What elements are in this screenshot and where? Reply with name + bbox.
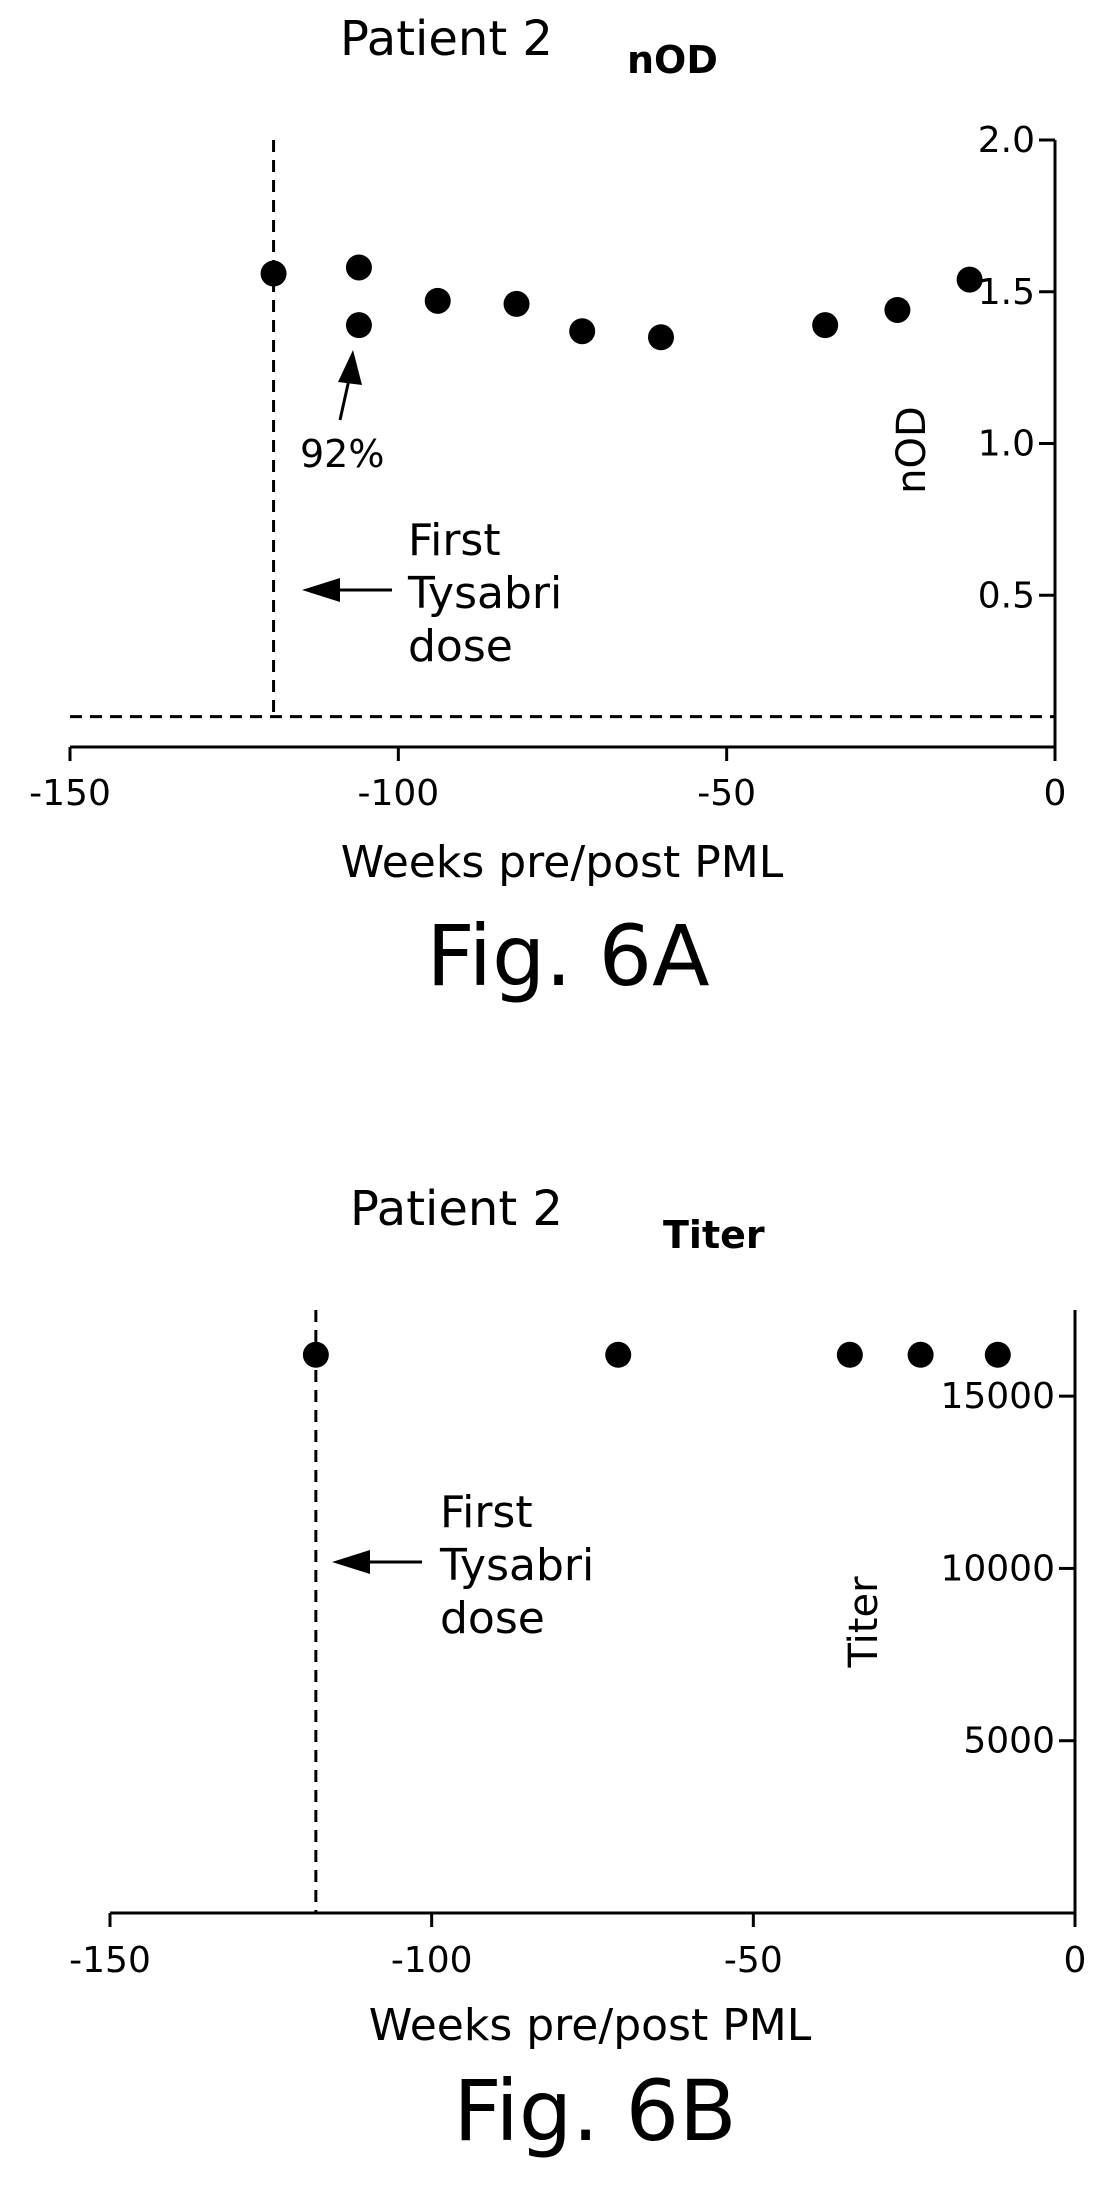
chart-a-dose-line-3: dose <box>408 621 513 672</box>
chart-a-dose-line-1: First <box>408 515 501 566</box>
data-point <box>503 290 530 317</box>
chart-b-figure-label: Fig. 6B <box>453 2062 736 2160</box>
chart-a-dose-line-2: Tysabri <box>407 568 562 619</box>
data-point <box>984 1341 1011 1368</box>
chart-a-subtitle: nOD <box>627 38 718 82</box>
chart-6b: Patient 2 Titer -150 -100 -50 0 5000 10000 150… <box>69 1181 1086 2160</box>
data-point <box>884 296 911 323</box>
chart-6a: Patient 2 nOD -150 -100 -50 0 0.5 1.0 1.5 2.0 n… <box>29 11 1066 1005</box>
data-point <box>605 1341 632 1368</box>
chart-b-title: Patient 2 <box>350 1181 563 1237</box>
data-point <box>648 324 674 351</box>
chart-b-subtitle: Titer <box>663 1213 765 1257</box>
data-point <box>812 312 839 339</box>
y-tick-label: 1.5 <box>978 272 1035 313</box>
chart-a-reference-lines <box>70 140 1055 719</box>
x-tick-label: -150 <box>69 1940 151 1981</box>
x-tick-label: 0 <box>1064 1940 1087 1981</box>
y-tick-label: 10000 <box>940 1548 1055 1589</box>
y-tick-label: 0.5 <box>978 575 1035 616</box>
x-tick-label: -150 <box>29 773 111 814</box>
data-point <box>345 312 372 339</box>
chart-b-ticks: -150 -100 -50 0 5000 10000 15000 <box>69 1376 1086 1981</box>
y-tick-label: 15000 <box>940 1376 1055 1417</box>
chart-a-percent-arrowhead <box>338 350 362 385</box>
chart-b-axes <box>110 1310 1077 1915</box>
data-point <box>302 1341 329 1368</box>
chart-b-dose-arrowhead <box>332 1550 370 1574</box>
data-point <box>836 1341 863 1368</box>
chart-a-percent-label: 92% <box>300 432 384 476</box>
data-point <box>260 260 287 287</box>
chart-b-dose-line-3: dose <box>440 1593 545 1644</box>
chart-a-xlabel: Weeks pre/post PML <box>341 837 784 888</box>
chart-a-dose-arrowhead <box>302 578 340 602</box>
chart-b-xlabel: Weeks pre/post PML <box>369 2000 812 2051</box>
y-tick-label: 5000 <box>963 1721 1055 1762</box>
x-tick-label: 0 <box>1044 773 1067 814</box>
y-tick-label: 2.0 <box>978 120 1035 161</box>
data-point <box>424 287 451 314</box>
x-tick-label: -100 <box>357 773 439 814</box>
chart-a-ylabel: nOD <box>889 406 935 494</box>
x-tick-label: -50 <box>697 773 756 814</box>
data-point <box>907 1341 934 1368</box>
data-point <box>569 318 596 345</box>
chart-b-ylabel: Titer <box>841 1576 887 1669</box>
chart-a-title: Patient 2 <box>340 11 553 67</box>
chart-a-ticks: -150 -100 -50 0 0.5 1.0 1.5 2.0 <box>29 120 1066 814</box>
x-tick-label: -100 <box>391 1940 473 1981</box>
data-point <box>345 254 372 281</box>
x-tick-label: -50 <box>724 1940 783 1981</box>
chart-b-points <box>302 1341 1011 1368</box>
chart-a-points <box>260 254 983 351</box>
chart-a-figure-label: Fig. 6A <box>426 907 709 1005</box>
data-point <box>956 266 983 293</box>
chart-b-dose-line-2: Tysabri <box>439 1540 594 1591</box>
y-tick-label: 1.0 <box>978 424 1035 465</box>
chart-b-dose-line-1: First <box>440 1487 533 1538</box>
